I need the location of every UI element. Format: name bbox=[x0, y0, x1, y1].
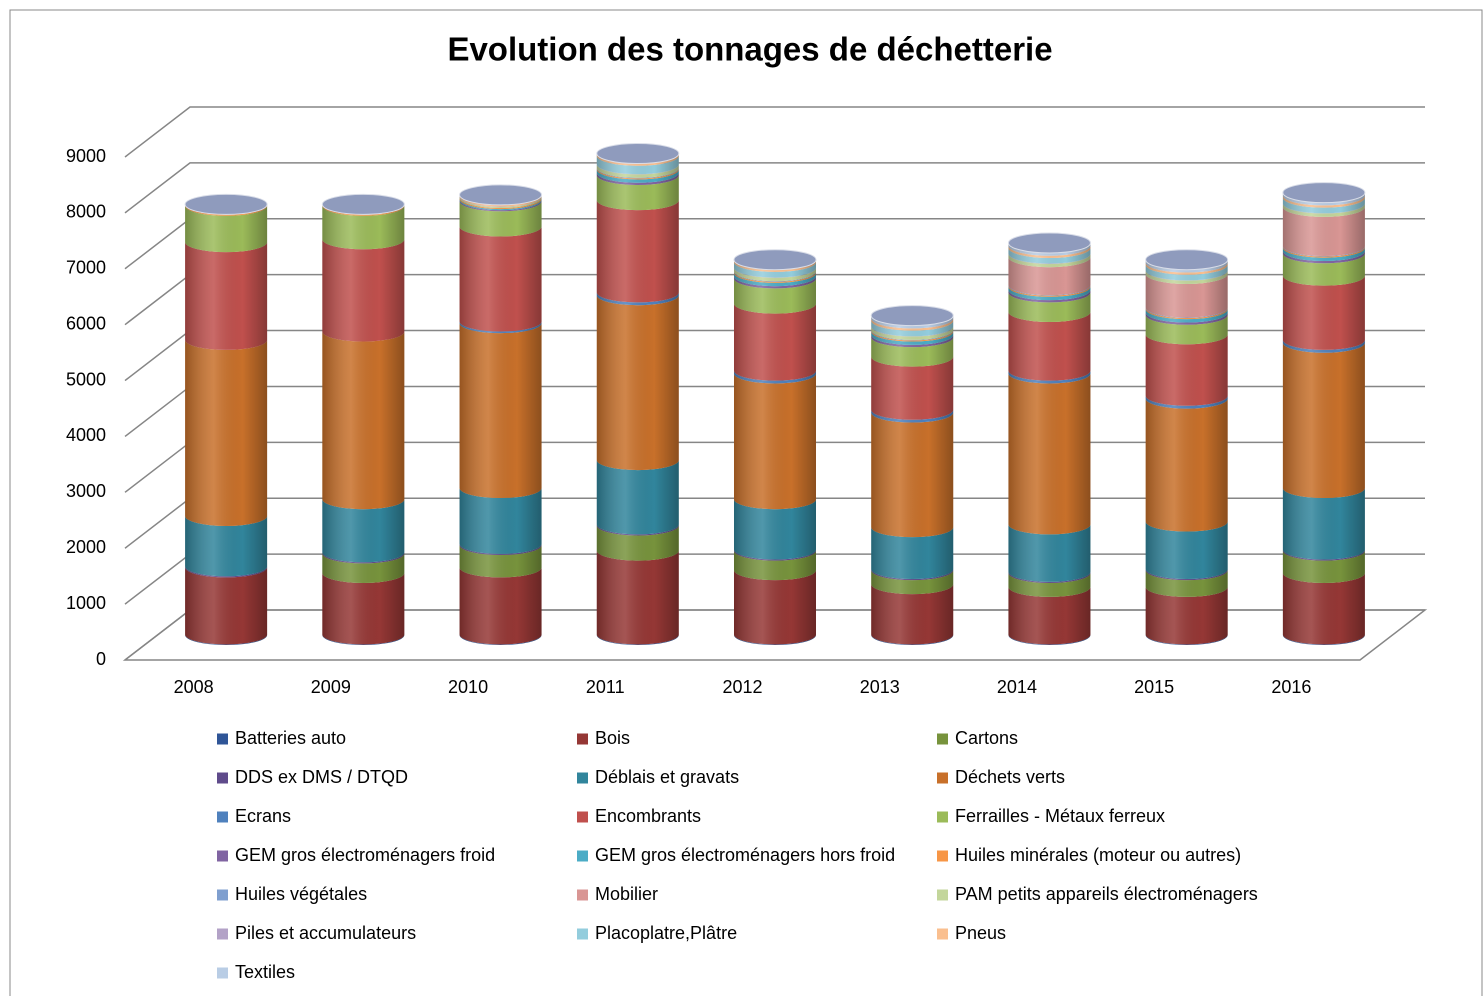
y-tick-label: 5000 bbox=[66, 369, 106, 389]
legend-label: Ferrailles - Métaux ferreux bbox=[955, 806, 1165, 826]
legend-label: Pneus bbox=[955, 923, 1006, 943]
legend-label: Textiles bbox=[235, 962, 295, 982]
legend-label: PAM petits appareils électroménagers bbox=[955, 884, 1258, 904]
cylinder-shade bbox=[871, 315, 954, 645]
legend-label: Piles et accumulateurs bbox=[235, 923, 416, 943]
cylinder-shade bbox=[185, 204, 268, 646]
legend-label: Batteries auto bbox=[235, 728, 346, 748]
legend-swatch bbox=[217, 850, 228, 862]
y-tick-label: 2000 bbox=[66, 537, 106, 557]
x-tick-label: 2012 bbox=[722, 677, 762, 697]
cylinder-cap bbox=[870, 305, 954, 327]
cylinder-shade bbox=[322, 204, 405, 646]
chart-title: Evolution des tonnages de déchetterie bbox=[447, 31, 1052, 68]
x-tick-label: 2010 bbox=[448, 677, 488, 697]
legend-label: Huiles végétales bbox=[235, 884, 367, 904]
legend-label: Ecrans bbox=[235, 806, 291, 826]
cylinder-cap bbox=[733, 249, 817, 271]
legend-label: GEM gros électroménagers froid bbox=[235, 845, 495, 865]
x-tick-label: 2009 bbox=[311, 677, 351, 697]
legend-swatch bbox=[937, 811, 948, 823]
legend-swatch bbox=[217, 733, 228, 745]
legend-swatch bbox=[217, 772, 228, 784]
cylinder-cap bbox=[1007, 232, 1091, 254]
legend-label: Déchets verts bbox=[955, 767, 1065, 787]
legend-swatch bbox=[577, 928, 588, 940]
legend-label: Mobilier bbox=[595, 884, 658, 904]
legend-swatch bbox=[937, 889, 948, 901]
legend: Batteries auto Bois Cartons DDS ex DMS / DT… bbox=[217, 728, 1258, 982]
x-tick-label: 2008 bbox=[174, 677, 214, 697]
cylinder-cap bbox=[321, 193, 405, 215]
cylinder-shade bbox=[1282, 192, 1365, 645]
cylinder-shade bbox=[459, 194, 542, 645]
legend-swatch bbox=[937, 733, 948, 745]
x-tick-label: 2016 bbox=[1271, 677, 1311, 697]
grid-line bbox=[124, 106, 1425, 158]
plot-area: 0 1000 2000 3000 4000 5000 6000 7000 8000 9000 200… bbox=[66, 106, 1428, 697]
cylinder-cap bbox=[184, 193, 268, 215]
legend-swatch bbox=[577, 772, 588, 784]
legend-swatch bbox=[937, 850, 948, 862]
grid-line bbox=[124, 162, 1425, 214]
cylinder-shade bbox=[1008, 242, 1091, 645]
cylinder-shade bbox=[596, 153, 679, 646]
y-tick-label: 7000 bbox=[66, 258, 106, 278]
cylinder-cap bbox=[596, 143, 680, 165]
cylinder-shade bbox=[734, 259, 816, 645]
x-tick-label: 2014 bbox=[997, 677, 1037, 697]
legend-swatch bbox=[577, 889, 588, 901]
legend-swatch bbox=[217, 967, 228, 979]
y-tick-label: 3000 bbox=[66, 481, 106, 501]
y-tick-label: 8000 bbox=[66, 202, 106, 222]
legend-swatch bbox=[577, 850, 588, 862]
cylinder-cap bbox=[459, 184, 543, 206]
y-tick-label: 1000 bbox=[66, 593, 106, 613]
legend-label: Cartons bbox=[955, 728, 1018, 748]
legend-label: Bois bbox=[595, 728, 630, 748]
cylinder-shade bbox=[1145, 259, 1228, 645]
legend-swatch bbox=[217, 928, 228, 940]
legend-swatch bbox=[937, 928, 948, 940]
legend-label: Placoplatre,Plâtre bbox=[595, 923, 737, 943]
y-tick-label: 6000 bbox=[66, 313, 106, 333]
legend-swatch bbox=[577, 811, 588, 823]
legend-label: DDS ex DMS / DTQD bbox=[235, 767, 408, 787]
cylinder-cap bbox=[1145, 249, 1229, 271]
x-tick-label: 2015 bbox=[1134, 677, 1174, 697]
legend-swatch bbox=[577, 733, 588, 745]
legend-label: GEM gros électroménagers hors froid bbox=[595, 845, 895, 865]
x-tick-label: 2011 bbox=[586, 677, 625, 697]
legend-swatch bbox=[937, 772, 948, 784]
legend-label: Déblais et gravats bbox=[595, 767, 739, 787]
legend-label: Encombrants bbox=[595, 806, 701, 826]
cylinder-cap bbox=[1282, 182, 1366, 204]
y-tick-label: 9000 bbox=[66, 146, 106, 166]
legend-swatch bbox=[217, 889, 228, 901]
legend-label: Huiles minérales (moteur ou autres) bbox=[955, 845, 1241, 865]
y-tick-label: 4000 bbox=[66, 425, 106, 445]
y-tick-label: 0 bbox=[96, 649, 106, 669]
x-tick-label: 2013 bbox=[860, 677, 900, 697]
legend-swatch bbox=[217, 811, 228, 823]
